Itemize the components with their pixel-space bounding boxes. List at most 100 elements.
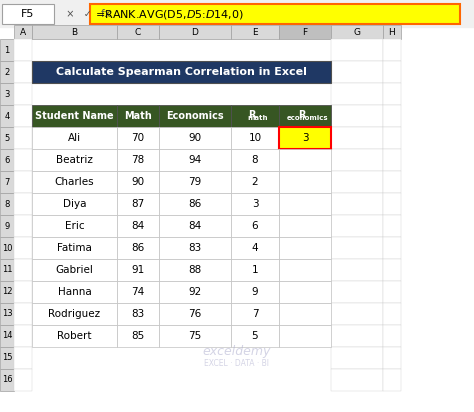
Bar: [14, 237, 32, 259]
Bar: [331, 369, 383, 391]
Text: H: H: [389, 28, 395, 37]
Bar: [331, 149, 383, 171]
Text: 94: 94: [188, 155, 201, 165]
Bar: [117, 127, 159, 149]
Text: 3: 3: [4, 89, 9, 98]
Bar: [14, 215, 32, 237]
Bar: [32, 325, 117, 347]
Text: 3: 3: [301, 133, 308, 143]
Bar: [159, 105, 231, 127]
Text: 91: 91: [131, 265, 145, 275]
Bar: [32, 25, 117, 39]
Bar: [383, 193, 401, 215]
Bar: [383, 83, 401, 105]
Text: 84: 84: [131, 221, 145, 231]
Bar: [231, 149, 279, 171]
Bar: [331, 281, 383, 303]
Text: Charles: Charles: [55, 177, 94, 187]
Bar: [279, 25, 331, 39]
Bar: [117, 193, 159, 215]
Text: 10: 10: [248, 133, 262, 143]
Bar: [383, 215, 401, 237]
Text: 83: 83: [131, 309, 145, 319]
Bar: [331, 105, 383, 127]
Bar: [383, 149, 401, 171]
Bar: [279, 105, 331, 127]
Text: Hanna: Hanna: [58, 287, 91, 297]
Text: E: E: [252, 28, 258, 37]
Bar: [117, 215, 159, 237]
Bar: [279, 171, 331, 193]
Bar: [383, 39, 401, 61]
Text: 1: 1: [252, 265, 258, 275]
Bar: [331, 193, 383, 215]
Bar: [0, 193, 14, 215]
Bar: [32, 259, 117, 281]
Bar: [383, 171, 401, 193]
Bar: [0, 127, 14, 149]
Text: 9: 9: [252, 287, 258, 297]
Text: Fatima: Fatima: [57, 243, 92, 253]
Bar: [331, 259, 383, 281]
Bar: [0, 259, 14, 281]
Bar: [383, 25, 401, 39]
Text: 92: 92: [188, 287, 201, 297]
Bar: [279, 281, 331, 303]
Text: 83: 83: [188, 243, 201, 253]
Bar: [32, 127, 117, 149]
Bar: [383, 325, 401, 347]
Text: 87: 87: [131, 199, 145, 209]
Text: 5: 5: [252, 331, 258, 341]
Text: Rodriguez: Rodriguez: [48, 309, 100, 319]
Text: F: F: [302, 28, 308, 37]
Text: Robert: Robert: [57, 331, 92, 341]
Bar: [14, 61, 32, 83]
Bar: [32, 193, 117, 215]
Bar: [0, 0, 474, 27]
Text: 6: 6: [4, 155, 9, 164]
Text: 6: 6: [252, 221, 258, 231]
Bar: [0, 369, 14, 391]
Text: 5: 5: [4, 133, 9, 143]
Bar: [0, 105, 14, 127]
Bar: [117, 259, 159, 281]
Text: R: R: [248, 110, 256, 120]
Bar: [231, 127, 279, 149]
Text: 74: 74: [131, 287, 145, 297]
Bar: [32, 215, 117, 237]
Text: 11: 11: [2, 265, 12, 274]
Text: 76: 76: [188, 309, 201, 319]
Text: 70: 70: [131, 133, 145, 143]
Bar: [14, 193, 32, 215]
Bar: [32, 105, 117, 127]
Text: Economics: Economics: [166, 111, 224, 121]
Text: Calculate Spearman Correlation in Excel: Calculate Spearman Correlation in Excel: [56, 67, 307, 77]
Text: 2: 2: [4, 68, 9, 77]
Bar: [383, 259, 401, 281]
Bar: [14, 369, 32, 391]
Bar: [279, 127, 331, 149]
Text: R: R: [298, 110, 306, 120]
Text: 16: 16: [2, 375, 12, 384]
Text: 8: 8: [4, 199, 9, 208]
Text: A: A: [20, 28, 26, 37]
Text: 79: 79: [188, 177, 201, 187]
Text: 2: 2: [252, 177, 258, 187]
Text: 14: 14: [2, 332, 12, 340]
Bar: [0, 83, 14, 105]
Text: 4: 4: [252, 243, 258, 253]
Bar: [0, 39, 14, 61]
Bar: [0, 61, 14, 83]
Bar: [331, 83, 383, 105]
Text: math: math: [248, 115, 268, 121]
Text: 88: 88: [188, 265, 201, 275]
Text: 84: 84: [188, 221, 201, 231]
Text: 7: 7: [4, 178, 9, 187]
Text: C: C: [135, 28, 141, 37]
Bar: [159, 259, 231, 281]
Text: 4: 4: [4, 112, 9, 120]
Bar: [159, 325, 231, 347]
Text: economics: economics: [287, 115, 329, 121]
Text: 78: 78: [131, 155, 145, 165]
Bar: [14, 303, 32, 325]
